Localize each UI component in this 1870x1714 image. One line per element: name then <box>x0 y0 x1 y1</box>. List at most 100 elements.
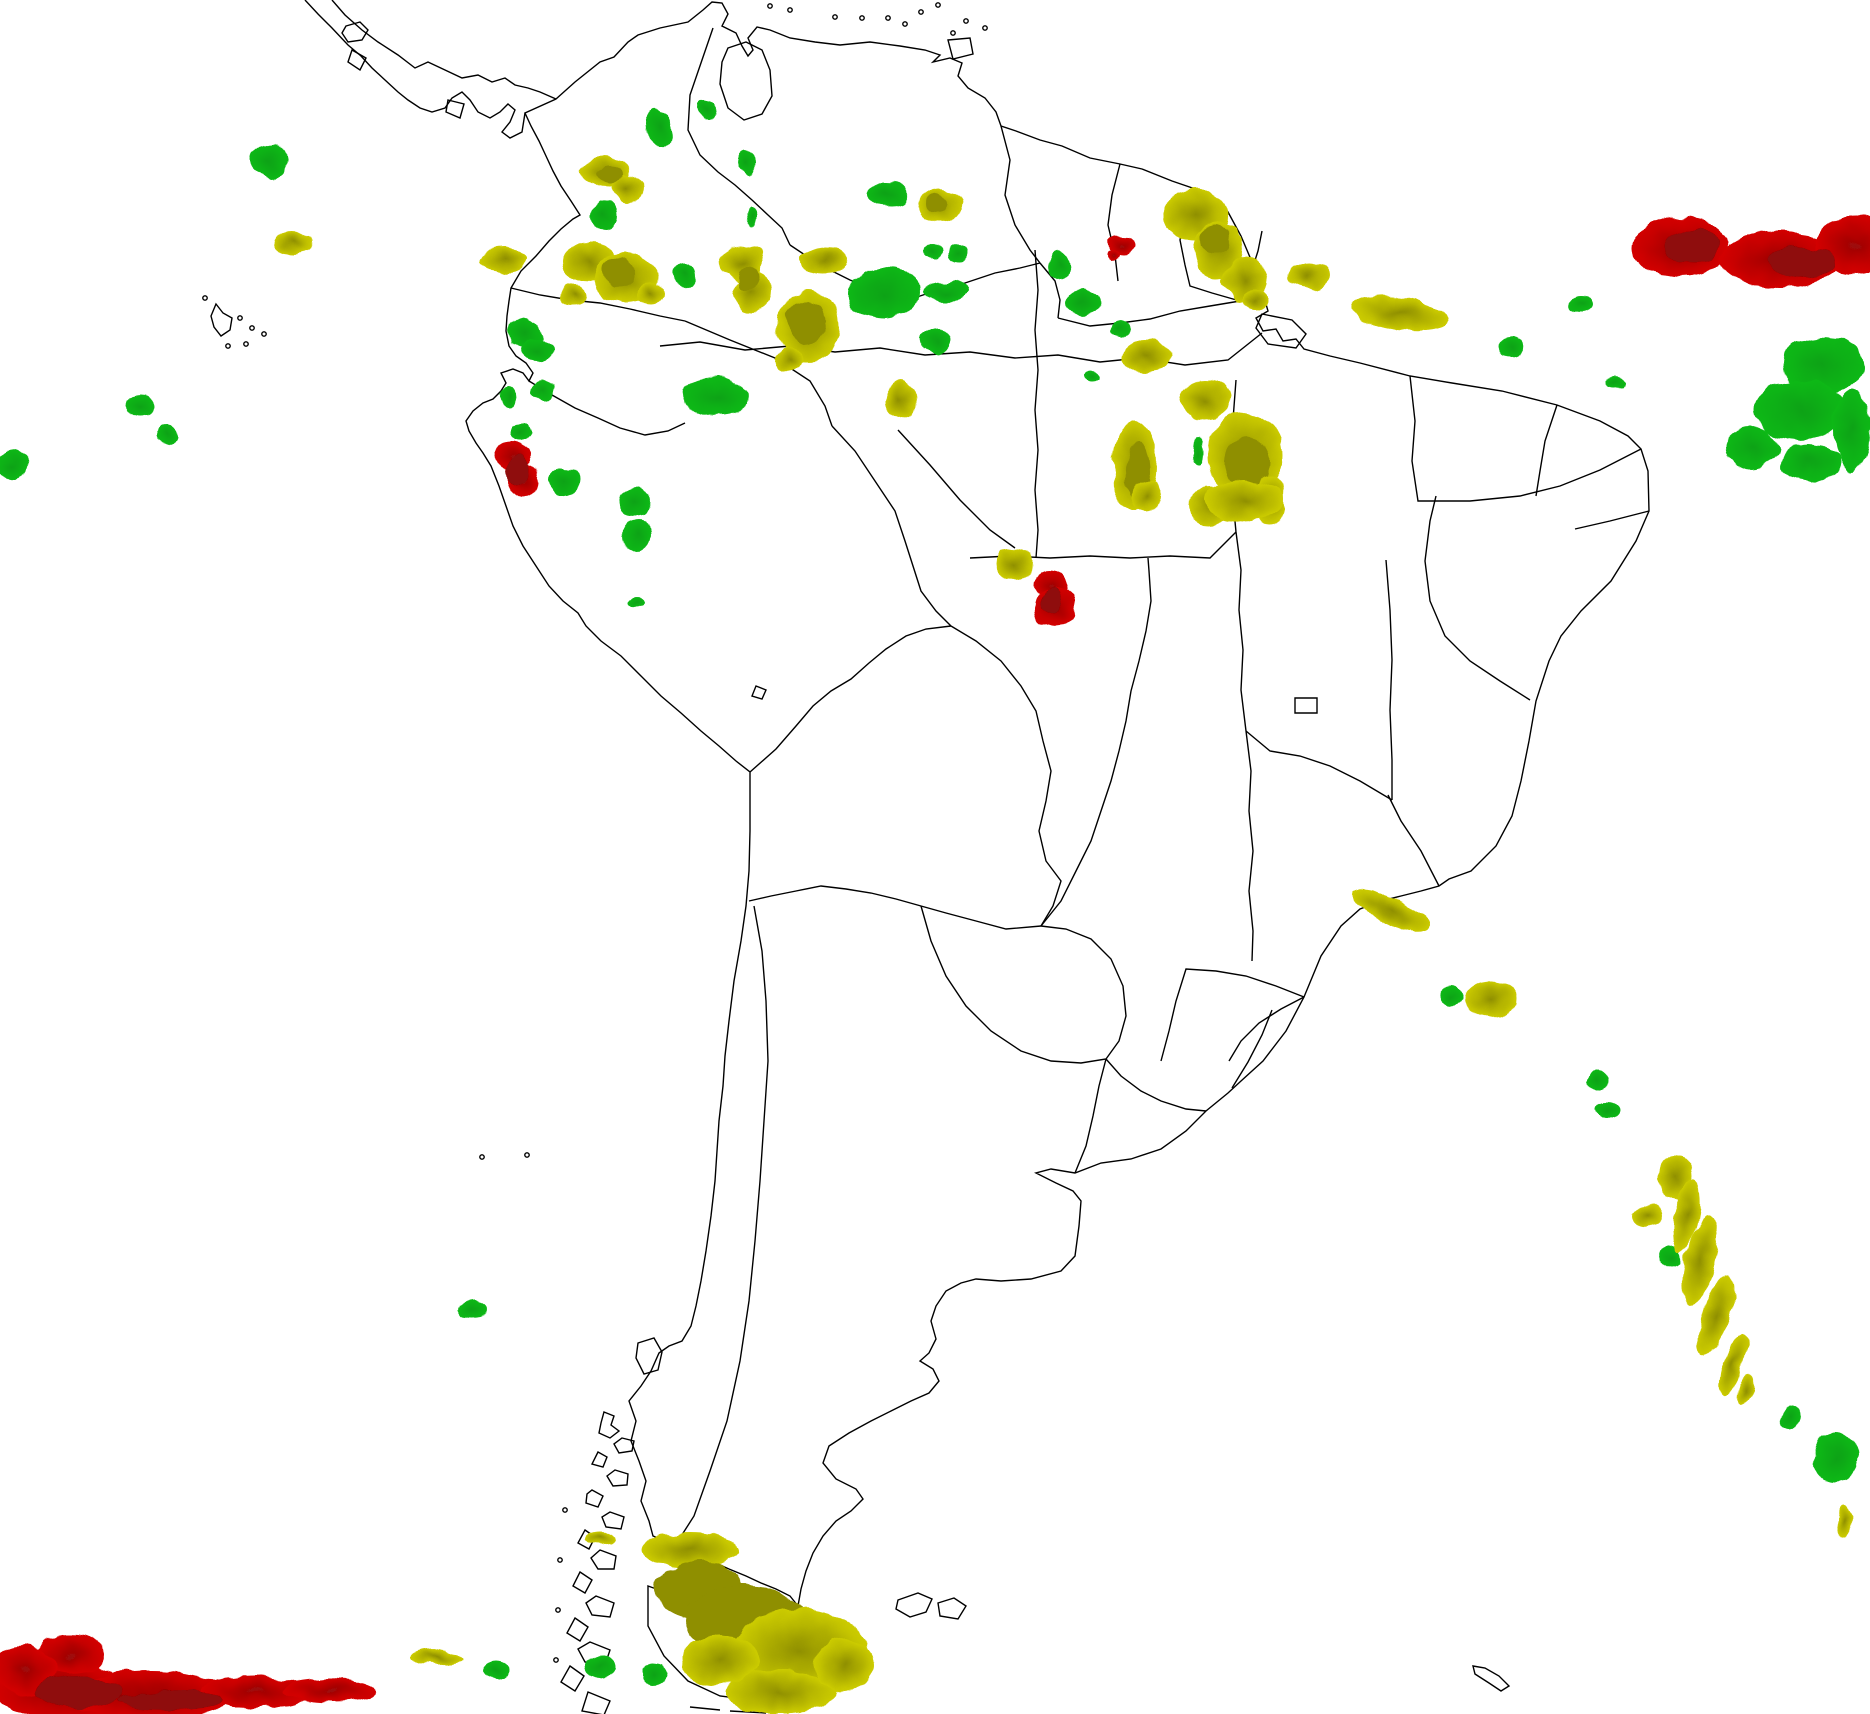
weather-blob-yellow-core <box>598 166 622 184</box>
weather-blob-yellow-core <box>926 194 950 212</box>
small-island-dot <box>557 1557 563 1563</box>
border-bolivia-argentina <box>748 885 922 907</box>
weather-blob-yellow <box>1837 1505 1853 1537</box>
galapagos-isabela <box>210 302 233 337</box>
weather-blob-yellow <box>1132 480 1162 512</box>
weather-blob-red-core <box>507 454 529 486</box>
weather-blob-yellow <box>886 382 916 420</box>
small-island-dot <box>885 15 891 21</box>
archipelago-island <box>606 1469 629 1487</box>
weather-blob-green <box>1662 1244 1682 1268</box>
weather-blob-yellow-core <box>786 300 826 344</box>
weather-overlay-layer <box>0 100 1870 1714</box>
archipelago-island <box>585 1489 604 1508</box>
weather-blob-yellow <box>815 1640 875 1690</box>
weather-blob-yellow <box>642 1532 738 1568</box>
small-island-dot <box>902 21 908 27</box>
state-border-bahia-west <box>1385 559 1393 800</box>
weather-blob-yellow <box>413 1649 461 1665</box>
weather-blob-green <box>744 207 756 227</box>
small-island-dot <box>479 1154 485 1160</box>
weather-blob-green <box>923 282 969 302</box>
weather-blob-yellow <box>1287 263 1329 289</box>
weather-blob-yellow <box>725 1670 835 1714</box>
weather-blob-green <box>482 1660 510 1682</box>
small-island-dot <box>562 1507 568 1513</box>
weather-blob-green <box>617 488 653 516</box>
border-uruguay-brazil <box>1105 1058 1207 1112</box>
state-border-goias-west <box>1245 730 1254 962</box>
trinidad-island <box>947 37 974 60</box>
weather-blob-yellow <box>1180 380 1230 420</box>
weather-blob-green <box>868 182 908 206</box>
small-boundary-rectangle <box>1294 697 1318 714</box>
lake-nicaragua <box>341 21 369 43</box>
weather-blob-green <box>548 467 580 495</box>
weather-blob-yellow-core <box>600 258 636 286</box>
weather-blob-green <box>1780 444 1840 480</box>
weather-blob-yellow <box>800 249 848 273</box>
weather-blob-green <box>591 200 617 230</box>
small-island-dot <box>982 25 988 31</box>
state-border-parana <box>1228 996 1305 1062</box>
weather-blob-yellow <box>612 174 644 202</box>
border-uruguay-argentina <box>1074 1058 1107 1174</box>
marajo-island <box>1255 313 1307 349</box>
beagle-channel-2 <box>729 1710 767 1714</box>
weather-blob-yellow-core <box>738 266 758 290</box>
weather-blob-green <box>1782 337 1862 393</box>
weather-blob-green <box>644 110 674 146</box>
weather-blob-green <box>1499 337 1525 357</box>
weather-blob-red <box>200 1676 310 1708</box>
border-bolivia-brazil <box>950 625 1062 927</box>
weather-blob-yellow <box>995 547 1033 581</box>
state-border-northeast-2 <box>1535 404 1558 497</box>
border-paraguay-bolivia <box>920 905 1042 930</box>
weather-blob-green <box>155 428 177 446</box>
weather-blob-yellow <box>1352 295 1448 331</box>
azuero-peninsula <box>445 99 465 119</box>
weather-blob-yellow <box>680 1635 760 1685</box>
weather-blob-green <box>1065 290 1101 314</box>
weather-blob-red <box>1106 249 1118 261</box>
weather-blob-yellow <box>1671 1180 1701 1250</box>
weather-blob-green <box>697 100 717 118</box>
archipelago-island <box>613 1437 635 1454</box>
weather-blob-red-core <box>1664 230 1720 262</box>
weather-blob-green <box>670 263 696 289</box>
weather-blob-green <box>847 267 919 319</box>
weather-blob-red-core <box>1768 246 1836 278</box>
state-border-saopaulo <box>1160 968 1305 1062</box>
weather-blob-yellow <box>1465 982 1517 1016</box>
archipelago-island <box>566 1616 589 1642</box>
madeira-river <box>897 429 1016 549</box>
border-peru-brazil <box>831 425 952 627</box>
small-island-dot <box>524 1152 530 1158</box>
weather-blob-green <box>1607 377 1623 387</box>
state-border-northeast-3 <box>1574 510 1650 530</box>
weather-blob-yellow <box>1204 480 1284 520</box>
border-brazil-guianas <box>1057 300 1241 327</box>
weather-blob-yellow <box>775 350 805 370</box>
weather-blob-green <box>1110 322 1130 338</box>
weather-blob-yellow <box>1698 1274 1734 1356</box>
weather-blob-green <box>922 327 952 353</box>
weather-blob-green <box>1439 985 1463 1007</box>
small-island-dot <box>935 2 941 8</box>
south-georgia-island <box>1472 1665 1511 1692</box>
weather-blob-yellow <box>1351 888 1429 932</box>
sao-francisco-river <box>1424 495 1531 701</box>
border-colombia-ecuador <box>510 287 686 322</box>
archipelago-island <box>590 1451 608 1468</box>
weather-blob-green <box>126 396 154 416</box>
state-border-northeast-1 <box>1409 375 1642 502</box>
weather-blob-green <box>1726 426 1778 470</box>
weather-blob-yellow-core <box>1200 225 1230 255</box>
weather-blob-yellow <box>1632 1205 1664 1227</box>
border-paraguay-argentina <box>920 905 1127 1064</box>
weather-blob-green <box>457 1302 487 1318</box>
state-border-rio-minas <box>1387 794 1440 887</box>
weather-blob-green <box>1048 250 1072 280</box>
